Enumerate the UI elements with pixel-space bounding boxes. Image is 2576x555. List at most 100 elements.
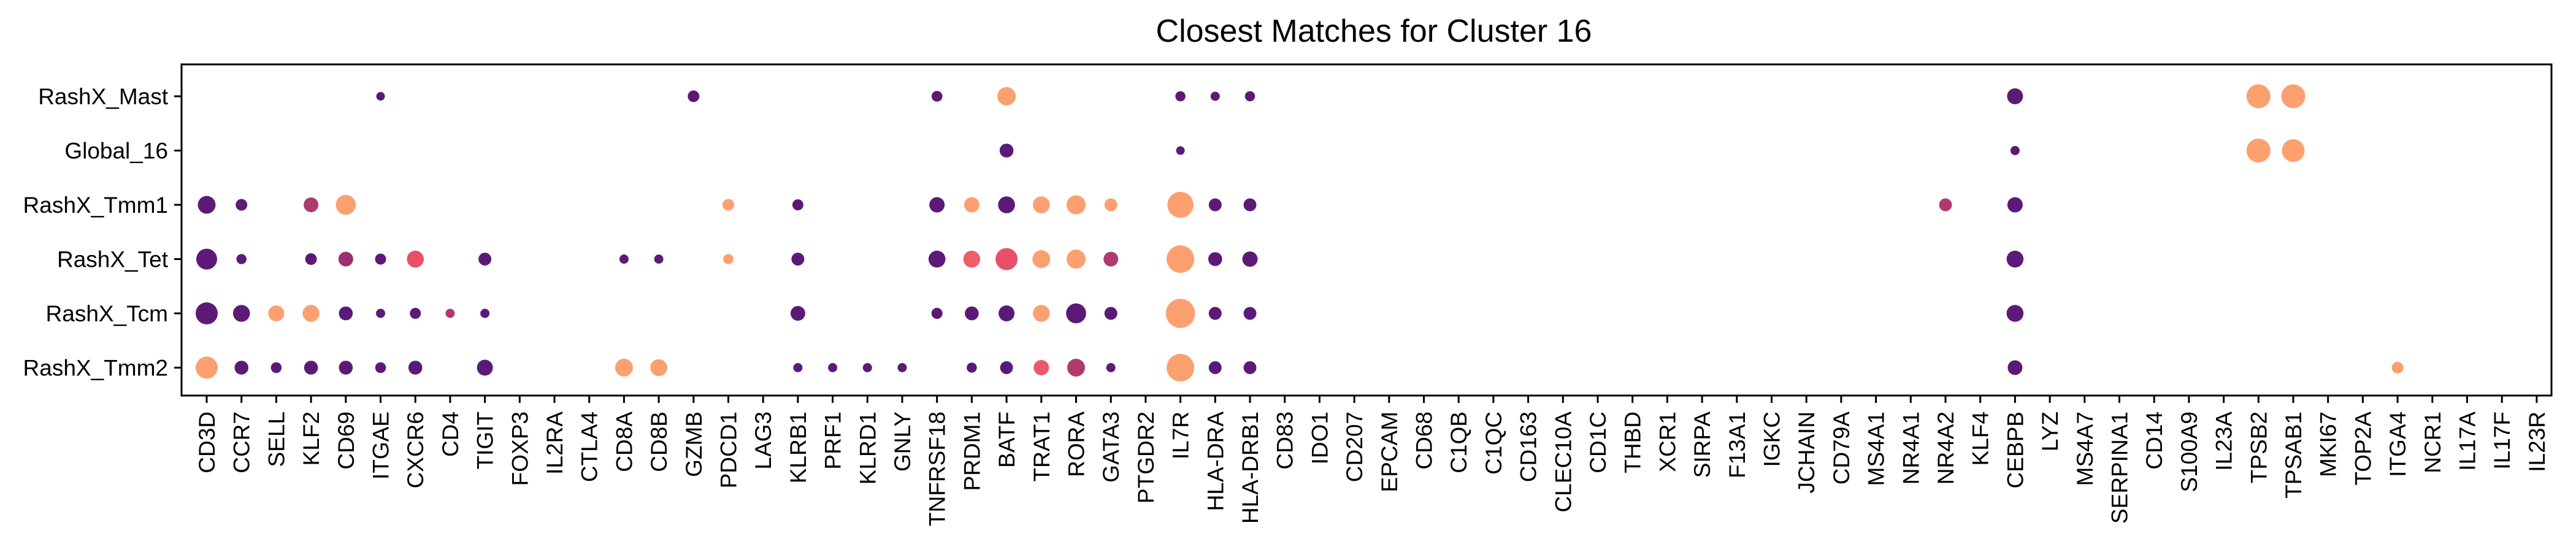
x-tick-label-il2ra: IL2RA bbox=[542, 411, 567, 475]
dot-rashx-tmm2-itgae bbox=[375, 362, 386, 373]
dot-rashx-tmm2-gnly bbox=[897, 363, 907, 372]
dot-rashx-tet-tigit bbox=[478, 253, 492, 266]
dot-rashx-tmm1-cd3d bbox=[197, 196, 216, 214]
x-tick-label-sirpa: SIRPA bbox=[1690, 411, 1715, 478]
dot-rashx-tcm-hla-drb1 bbox=[1243, 307, 1257, 320]
dot-rashx-tcm-cxcr6 bbox=[410, 308, 421, 319]
plot-frame bbox=[180, 63, 2553, 397]
dot-rashx-tet-batf bbox=[995, 248, 1018, 270]
x-tick-label-ms4a1: MS4A1 bbox=[1864, 411, 1889, 486]
x-tick-label-cd69: CD69 bbox=[334, 411, 359, 470]
x-tick-label-cd163: CD163 bbox=[1516, 411, 1541, 482]
dot-rashx-tmm2-gata3 bbox=[1106, 363, 1116, 372]
dot-rashx-tet-rora bbox=[1067, 250, 1086, 269]
x-tick-label-c1qc: C1QC bbox=[1481, 411, 1506, 475]
dot-rashx-tmm1-ccr7 bbox=[236, 199, 248, 211]
dot-rashx-tmm1-hla-drb1 bbox=[1243, 198, 1257, 212]
dot-rashx-tet-cd3d bbox=[196, 248, 217, 270]
x-tick-label-serpina1: SERPINA1 bbox=[2107, 411, 2133, 524]
dot-rashx-tet-tnfrsf18 bbox=[928, 250, 946, 268]
dot-rashx-tet-cxcr6 bbox=[407, 250, 424, 268]
x-tick-label-top2a: TOP2A bbox=[2350, 411, 2375, 486]
dot-rashx-tmm2-tigit bbox=[477, 359, 493, 376]
dot-rashx-tmm1-nr4a2 bbox=[1939, 198, 1952, 212]
x-tick-label-c1qb: C1QB bbox=[1446, 411, 1471, 473]
dot-rashx-mast-gzmb bbox=[688, 90, 700, 102]
x-tick-label-lyz: LYZ bbox=[2037, 411, 2063, 451]
x-tick-label-jchain: JCHAIN bbox=[1794, 411, 1819, 494]
x-tick-label-foxp3: FOXP3 bbox=[507, 411, 532, 486]
dot-rashx-tet-il7r bbox=[1167, 245, 1195, 273]
x-tick-label-ncr1: NCR1 bbox=[2420, 411, 2445, 473]
x-tick-label-igkc: IGKC bbox=[1760, 411, 1785, 467]
dot-rashx-tmm2-cxcr6 bbox=[408, 361, 423, 375]
x-tick-label-cd4: CD4 bbox=[438, 411, 463, 457]
dot-rashx-tet-ccr7 bbox=[236, 254, 247, 264]
dot-rashx-mast-tnfrsf18 bbox=[931, 91, 943, 102]
dot-rashx-tmm2-hla-drb1 bbox=[1243, 361, 1257, 374]
x-tick-label-epcam: EPCAM bbox=[1377, 411, 1402, 492]
dot-global-16-tpsab1 bbox=[2282, 139, 2305, 162]
dot-rashx-tmm1-tnfrsf18 bbox=[929, 197, 945, 213]
dot-rashx-tcm-cd4 bbox=[445, 308, 455, 318]
x-tick-label-ms4a7: MS4A7 bbox=[2072, 411, 2098, 486]
x-tick-label-clec10a: CLEC10A bbox=[1551, 411, 1576, 513]
dot-rashx-tet-gata3 bbox=[1103, 251, 1119, 267]
x-tick-label-il23a: IL23A bbox=[2212, 411, 2237, 471]
dot-rashx-tet-trat1 bbox=[1032, 250, 1051, 268]
dot-rashx-tmm2-hla-dra bbox=[1208, 361, 1222, 374]
x-tick-label-cd1c: CD1C bbox=[1585, 411, 1611, 473]
y-tick-label-rashx-tmm1: RashX_Tmm1 bbox=[23, 193, 168, 218]
x-tick-label-cd83: CD83 bbox=[1273, 411, 1298, 470]
dot-rashx-tmm1-trat1 bbox=[1033, 196, 1050, 213]
dot-global-16-tpsb2 bbox=[2246, 139, 2271, 163]
dot-rashx-tmm2-rora bbox=[1067, 359, 1085, 377]
dot-rashx-tcm-gata3 bbox=[1104, 307, 1117, 320]
x-tick-label-il17a: IL17A bbox=[2455, 411, 2480, 471]
dot-rashx-tmm2-prf1 bbox=[828, 363, 838, 372]
dot-rashx-mast-batf bbox=[997, 87, 1016, 105]
x-tick-label-cxcr6: CXCR6 bbox=[403, 411, 428, 488]
dot-rashx-tmm2-sell bbox=[270, 362, 282, 373]
x-tick-label-f13a1: F13A1 bbox=[1725, 411, 1750, 478]
dot-rashx-tet-hla-drb1 bbox=[1242, 251, 1258, 267]
dot-rashx-tcm-rora bbox=[1066, 303, 1086, 324]
x-axis: CD3D CCR7 SELL KLF2 CD69 ITGAE CXCR6 CD4 TIGIT FO… bbox=[194, 396, 2550, 526]
y-tick-label-rashx-tcm: RashX_Tcm bbox=[46, 301, 168, 326]
dot-rashx-tet-itgae bbox=[375, 253, 386, 265]
x-tick-label-il23r: IL23R bbox=[2524, 411, 2550, 472]
x-tick-label-prf1: PRF1 bbox=[821, 411, 846, 470]
x-tick-label-cd14: CD14 bbox=[2142, 411, 2167, 470]
dot-rashx-tmm1-hla-dra bbox=[1208, 198, 1222, 212]
dot-rashx-tmm1-cd69 bbox=[335, 194, 356, 215]
dot-rashx-mast-il7r bbox=[1175, 91, 1186, 102]
dot-rashx-tcm-batf bbox=[999, 305, 1015, 321]
dot-rashx-tmm2-klrd1 bbox=[862, 363, 872, 372]
dot-rashx-tet-klrb1 bbox=[791, 253, 805, 266]
x-tick-label-ccr7: CCR7 bbox=[229, 411, 255, 473]
dot-rashx-mast-hla-drb1 bbox=[1244, 91, 1255, 102]
x-tick-label-nr4a2: NR4A2 bbox=[1933, 411, 1958, 484]
dot-rashx-tmm2-batf bbox=[1000, 361, 1013, 374]
x-tick-label-pdcd1: PDCD1 bbox=[716, 411, 742, 488]
x-tick-label-lag3: LAG3 bbox=[751, 411, 776, 470]
dot-rashx-tcm-tnfrsf18 bbox=[931, 308, 943, 319]
dot-rashx-tet-cd8b bbox=[654, 255, 664, 264]
dot-rashx-tmm2-itga4 bbox=[2391, 362, 2404, 373]
x-tick-label-gata3: GATA3 bbox=[1098, 411, 1124, 483]
dot-layer bbox=[196, 84, 2404, 381]
x-tick-label-nr4a1: NR4A1 bbox=[1898, 411, 1923, 484]
y-tick-label-rashx-mast: RashX_Mast bbox=[38, 84, 169, 109]
x-tick-label-rora: RORA bbox=[1064, 411, 1089, 477]
x-tick-label-hla-dra: HLA-DRA bbox=[1203, 411, 1228, 511]
dot-rashx-tmm2-ccr7 bbox=[234, 361, 249, 375]
dot-rashx-tcm-klrb1 bbox=[790, 306, 805, 321]
dot-rashx-tmm1-klrb1 bbox=[792, 199, 803, 210]
x-tick-label-il7r: IL7R bbox=[1168, 411, 1194, 459]
x-tick-label-klrb1: KLRB1 bbox=[786, 411, 811, 483]
dot-global-16-cebpb bbox=[2010, 146, 2020, 155]
y-tick-label-rashx-tet: RashX_Tet bbox=[57, 247, 169, 272]
dot-rashx-tcm-hla-dra bbox=[1208, 307, 1222, 320]
x-tick-label-klrd1: KLRD1 bbox=[855, 411, 880, 484]
